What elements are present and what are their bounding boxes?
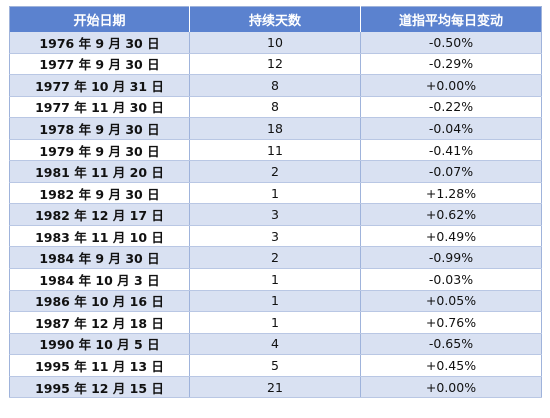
table-row: 1987 年 12 月 18 日 1 +0.76% xyxy=(9,311,542,334)
start-date-cell: 1982 年 12 月 17 日 xyxy=(9,203,190,226)
duration-days-cell: 3 xyxy=(189,225,361,248)
dow-change-cell: +0.49% xyxy=(360,225,542,248)
start-date-cell: 1977 年 11 月 30 日 xyxy=(9,96,190,119)
start-date-cell: 1995 年 11 月 13 日 xyxy=(9,354,190,377)
header-row: 开始日期 持续天数 道指平均每日变动 xyxy=(9,6,542,32)
table-header: 开始日期 持续天数 道指平均每日变动 xyxy=(9,6,542,32)
duration-days-cell: 8 xyxy=(189,96,361,119)
table-row: 1977 年 10 月 31 日 8 +0.00% xyxy=(9,74,542,97)
duration-days-cell: 2 xyxy=(189,246,361,270)
shutdown-table: 开始日期 持续天数 道指平均每日变动 1976 年 9 月 30 日 10 -0.5… xyxy=(9,6,542,399)
dow-change-cell: +0.62% xyxy=(360,203,542,226)
duration-days-cell: 1 xyxy=(189,182,361,205)
duration-days-cell: 2 xyxy=(189,160,361,183)
duration-days-cell: 18 xyxy=(189,117,361,140)
table-row: 1984 年 10 月 3 日 1 -0.03% xyxy=(9,268,542,291)
table-row: 1977 年 11 月 30 日 8 -0.22% xyxy=(9,96,542,119)
table-row: 1981 年 11 月 20 日 2 -0.07% xyxy=(9,160,542,183)
dow-change-cell: -0.04% xyxy=(360,117,542,140)
table-row: 1978 年 9 月 30 日 18 -0.04% xyxy=(9,117,542,140)
dow-change-cell: +0.05% xyxy=(360,290,542,313)
duration-days-cell: 21 xyxy=(189,376,361,399)
duration-days-cell: 10 xyxy=(189,31,361,54)
table-container: 开始日期 持续天数 道指平均每日变动 1976 年 9 月 30 日 10 -0.5… xyxy=(9,6,542,399)
dow-change-cell: +0.45% xyxy=(360,354,542,377)
header-duration-days: 持续天数 xyxy=(189,6,361,32)
duration-days-cell: 1 xyxy=(189,268,361,291)
start-date-cell: 1982 年 9 月 30 日 xyxy=(9,182,190,205)
duration-days-cell: 8 xyxy=(189,74,361,97)
table-row: 1984 年 9 月 30 日 2 -0.99% xyxy=(9,246,542,270)
start-date-cell: 1976 年 9 月 30 日 xyxy=(9,31,190,54)
table-row: 1976 年 9 月 30 日 10 -0.50% xyxy=(9,31,542,54)
start-date-cell: 1984 年 9 月 30 日 xyxy=(9,246,190,270)
dow-change-cell: -0.03% xyxy=(360,268,542,291)
dow-change-cell: +1.28% xyxy=(360,182,542,205)
start-date-cell: 1995 年 12 月 15 日 xyxy=(9,376,190,399)
duration-days-cell: 5 xyxy=(189,354,361,377)
start-date-cell: 1983 年 11 月 10 日 xyxy=(9,225,190,248)
dow-change-cell: -0.65% xyxy=(360,333,542,356)
start-date-cell: 1977 年 9 月 30 日 xyxy=(9,53,190,76)
table-row: 1983 年 11 月 10 日 3 +0.49% xyxy=(9,225,542,248)
dow-change-cell: -0.41% xyxy=(360,139,542,162)
duration-days-cell: 4 xyxy=(189,333,361,356)
header-start-date: 开始日期 xyxy=(9,6,190,32)
table-row: 1982 年 12 月 17 日 3 +0.62% xyxy=(9,203,542,226)
table-row: 1995 年 12 月 15 日 21 +0.00% xyxy=(9,376,542,399)
table-row: 1977 年 9 月 30 日 12 -0.29% xyxy=(9,53,542,76)
start-date-cell: 1987 年 12 月 18 日 xyxy=(9,311,190,334)
start-date-cell: 1984 年 10 月 3 日 xyxy=(9,268,190,291)
start-date-cell: 1990 年 10 月 5 日 xyxy=(9,333,190,356)
dow-change-cell: -0.22% xyxy=(360,96,542,119)
dow-change-cell: -0.07% xyxy=(360,160,542,183)
table-row: 1995 年 11 月 13 日 5 +0.45% xyxy=(9,354,542,377)
duration-days-cell: 11 xyxy=(189,139,361,162)
duration-days-cell: 3 xyxy=(189,203,361,226)
start-date-cell: 1977 年 10 月 31 日 xyxy=(9,74,190,97)
duration-days-cell: 1 xyxy=(189,311,361,334)
dow-change-cell: -0.50% xyxy=(360,31,542,54)
table-body: 1976 年 9 月 30 日 10 -0.50% 1977 年 9 月 30 日 12… xyxy=(9,31,542,399)
start-date-cell: 1979 年 9 月 30 日 xyxy=(9,139,190,162)
table-row: 1979 年 9 月 30 日 11 -0.41% xyxy=(9,139,542,162)
table-row: 1990 年 10 月 5 日 4 -0.65% xyxy=(9,333,542,356)
dow-change-cell: +0.00% xyxy=(360,376,542,399)
duration-days-cell: 1 xyxy=(189,290,361,313)
dow-change-cell: -0.99% xyxy=(360,246,542,270)
dow-change-cell: +0.00% xyxy=(360,74,542,97)
header-dow-avg-daily-change: 道指平均每日变动 xyxy=(360,6,542,32)
start-date-cell: 1978 年 9 月 30 日 xyxy=(9,117,190,140)
duration-days-cell: 12 xyxy=(189,53,361,76)
table-row: 1986 年 10 月 16 日 1 +0.05% xyxy=(9,290,542,313)
table-row: 1982 年 9 月 30 日 1 +1.28% xyxy=(9,182,542,205)
start-date-cell: 1986 年 10 月 16 日 xyxy=(9,290,190,313)
start-date-cell: 1981 年 11 月 20 日 xyxy=(9,160,190,183)
dow-change-cell: -0.29% xyxy=(360,53,542,76)
dow-change-cell: +0.76% xyxy=(360,311,542,334)
